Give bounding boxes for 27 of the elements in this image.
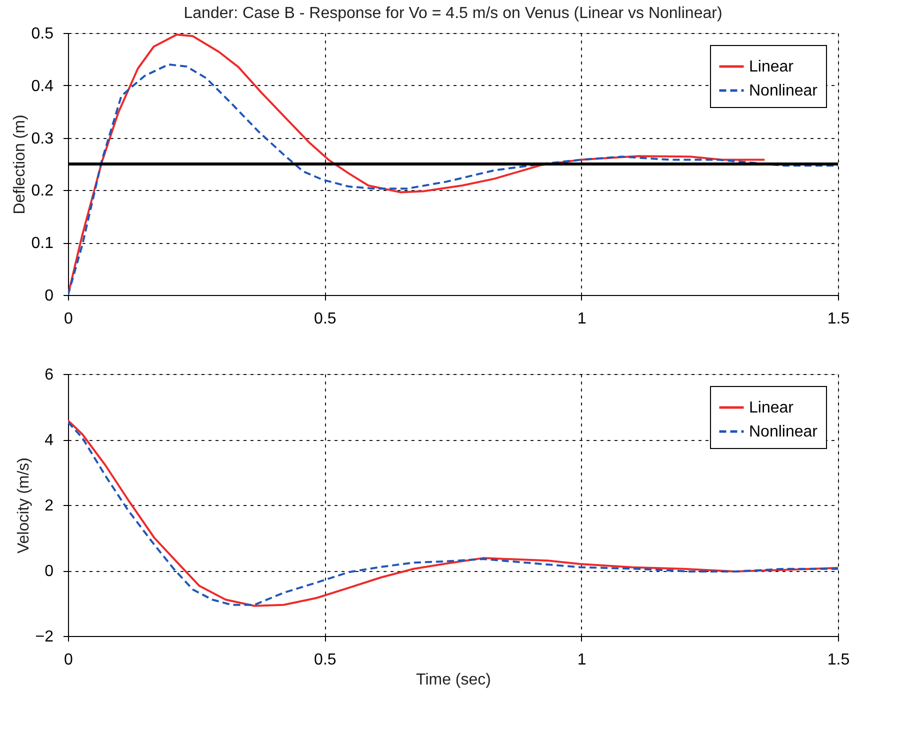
y-tick-label: −2: [35, 628, 54, 646]
y-tick-label: 4: [44, 432, 54, 449]
x-tick-label: 0: [64, 310, 74, 328]
y-tick-label: 0.5: [31, 26, 54, 42]
x-tick-label: 0: [64, 652, 74, 668]
x-tick-label: 0.5: [314, 652, 336, 668]
legend-label: Linear: [749, 58, 794, 76]
x-tick-label: 1: [577, 310, 586, 328]
y-tick-label: 0: [44, 563, 54, 580]
x-tick-label: 1.5: [827, 310, 850, 328]
y-tick-label: 0: [44, 288, 54, 304]
legend-label: Nonlinear: [749, 82, 818, 100]
legend-label: Nonlinear: [749, 424, 818, 440]
y-tick-label: 0.4: [31, 78, 54, 95]
y-tick-label: 2: [44, 498, 54, 514]
y-tick-label: 6: [44, 366, 54, 384]
y-axis-title: Deflection (m): [11, 114, 28, 214]
y-tick-label: 0.2: [31, 182, 54, 200]
x-axis-title: Time (sec): [416, 672, 491, 688]
y-axis-title: Velocity (m/s): [15, 457, 32, 554]
legend-label: Linear: [749, 400, 794, 416]
chart-title: Lander: Case B - Response for Vo = 4.5 m/s on Venus (Linear vs Nonlinear): [184, 5, 722, 22]
y-tick-label: 0.3: [31, 130, 54, 148]
x-tick-label: 1.5: [827, 652, 850, 668]
x-tick-label: 0.5: [314, 310, 336, 328]
y-tick-label: 0.1: [31, 235, 54, 252]
x-tick-label: 1: [577, 652, 586, 668]
